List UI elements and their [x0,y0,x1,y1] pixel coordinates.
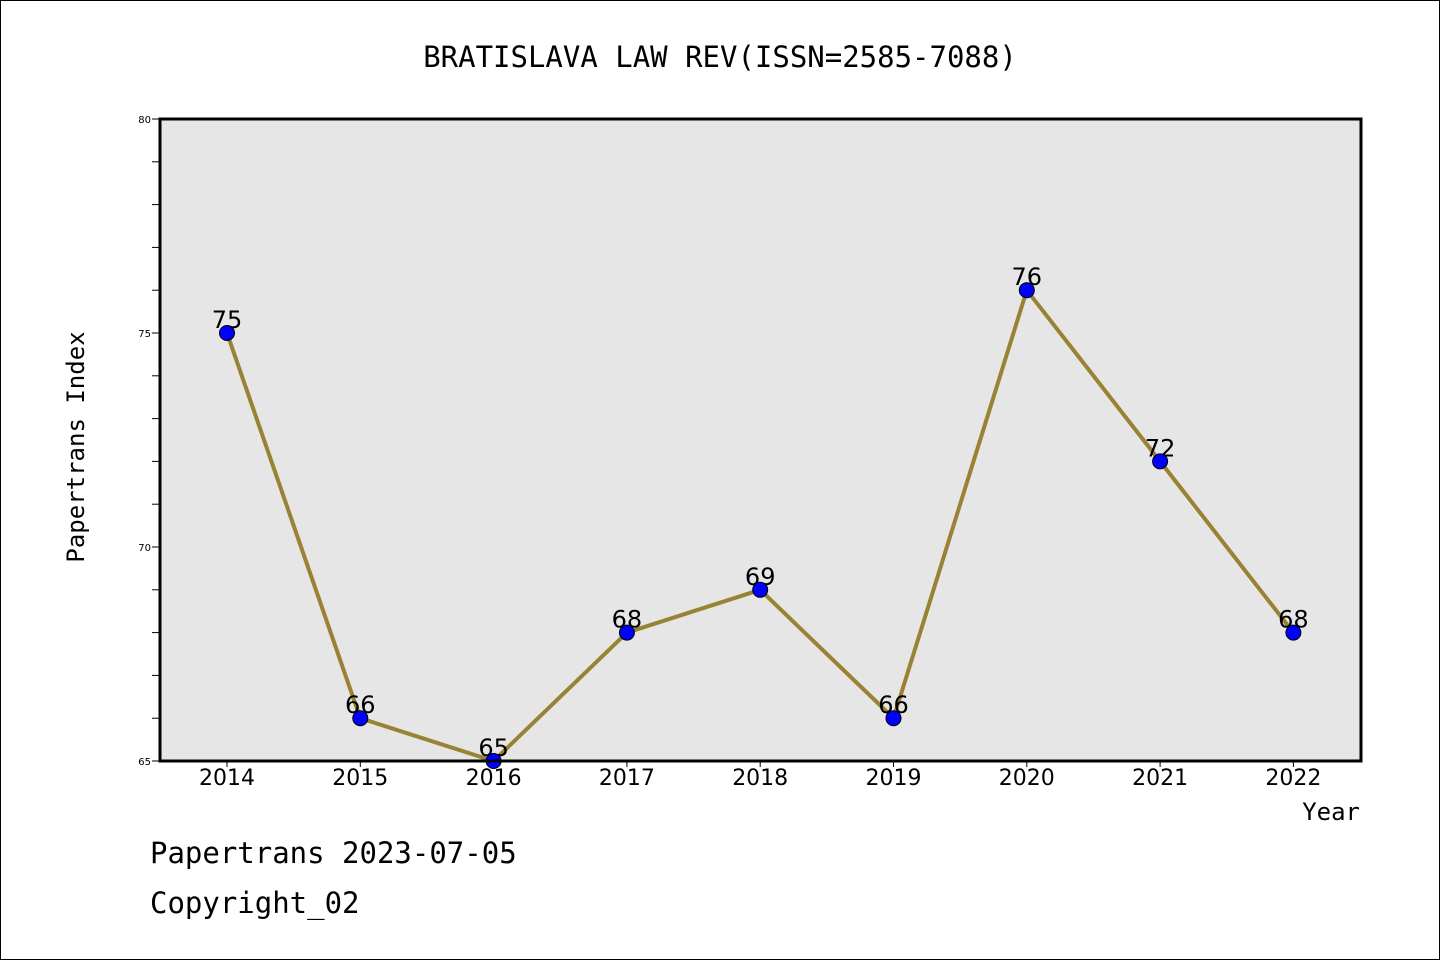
data-point [219,325,235,341]
x-axis-label: Year [1302,798,1360,826]
y-tick-label: 70 [138,543,151,554]
footer-date: Papertrans 2023-07-05 [150,836,517,870]
data-point [1018,282,1035,299]
x-axis: 2014 2015 2016 2017 2018 2019 2020 2021 2022 [199,761,1321,791]
data-point [352,710,369,727]
x-tick-label: 2018 [732,766,788,791]
data-point [1152,453,1169,470]
y-tick-label: 80 [138,115,151,126]
x-tick-label: 2019 [866,766,922,791]
y-tick-label: 65 [138,757,151,768]
x-tick-label: 2022 [1265,766,1321,791]
x-tick-label: 2017 [599,766,655,791]
x-tick-label: 2015 [332,766,388,791]
data-point [1285,624,1302,641]
data-point [752,581,769,598]
data-point [885,710,902,727]
y-tick-label: 75 [138,329,151,340]
plot-area [160,119,1361,761]
y-axis-label: Papertrans Index [62,331,90,562]
footer-copyright: Copyright_02 [150,886,360,920]
x-tick-label: 2014 [199,766,255,791]
x-tick-label: 2021 [1132,766,1188,791]
plot-border [158,117,1363,763]
y-axis: 65 70 75 80 [138,115,160,768]
chart-title: BRATISLAVA LAW REV(ISSN=2585-7088) [423,40,1017,74]
data-point [618,624,635,641]
x-tick-label: 2016 [466,766,522,791]
x-tick-label: 2020 [999,766,1055,791]
